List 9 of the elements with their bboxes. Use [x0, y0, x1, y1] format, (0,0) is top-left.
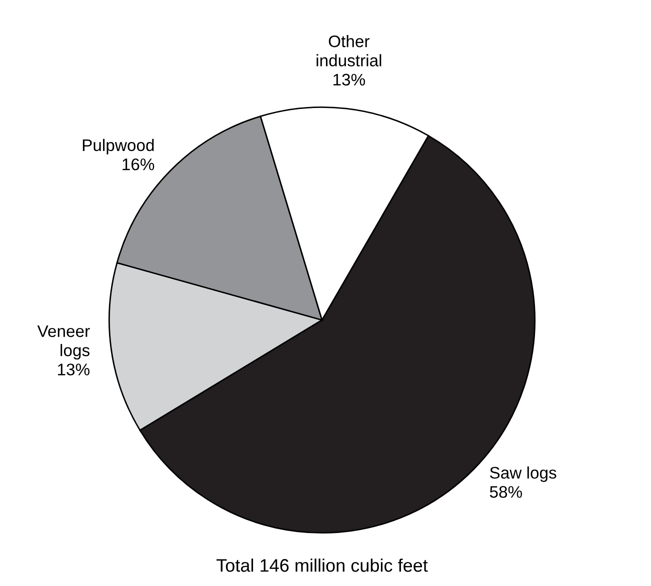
data-label: 13% — [333, 74, 365, 86]
text: Total 146 million cubic feet — [216, 558, 428, 572]
slice-label: Pulpwood — [82, 138, 154, 154]
data-label: 58% — [490, 486, 522, 498]
data-label: 16% — [122, 158, 154, 170]
data-label: 13% — [58, 364, 90, 376]
slice-label: Veneer logs — [37, 325, 90, 360]
slice-label: Saw logs — [490, 466, 556, 482]
slice-label: Other industrial — [316, 35, 382, 66]
